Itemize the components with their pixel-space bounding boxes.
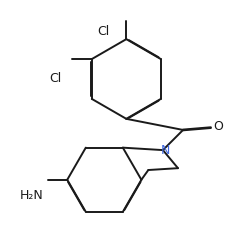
Text: H₂N: H₂N xyxy=(20,189,43,202)
Text: O: O xyxy=(213,120,223,133)
Text: Cl: Cl xyxy=(97,25,109,38)
Text: N: N xyxy=(161,144,170,157)
Text: Cl: Cl xyxy=(50,73,62,86)
